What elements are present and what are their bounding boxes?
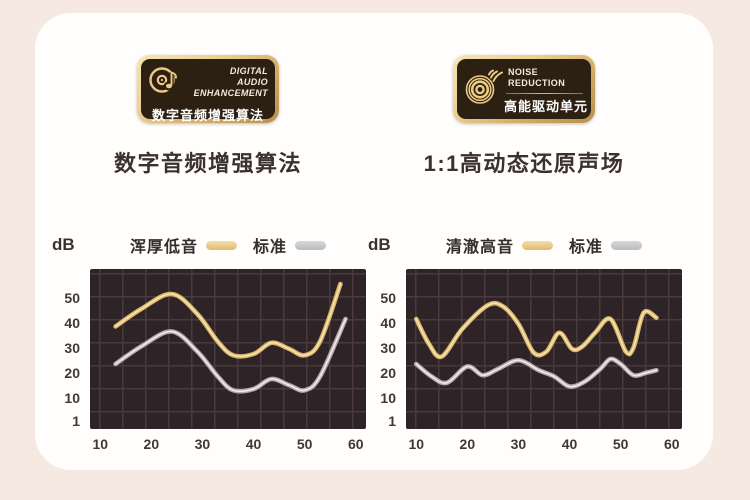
y-tick-label: 50 [64,290,80,306]
legend-label: 标准 [569,239,604,256]
noise-reduction-badge-top: NOISE REDUCTION [464,63,584,92]
series-line-gold [114,283,342,358]
left-column: DIGITAL AUDIO ENHANCEMENT 数字音频增强算法 数字音频增… [50,55,366,453]
legend-item: 清澈高音 [446,233,553,257]
legend-items: 清澈高音 标准 [406,233,682,257]
legend-item: 标准 [569,233,643,257]
legend-swatch [295,240,327,250]
content-card: DIGITAL AUDIO ENHANCEMENT 数字音频增强算法 数字音频增… [35,13,713,470]
y-tick-label: 10 [64,390,80,406]
badge-en-line: DIGITAL [229,66,268,77]
noise-reduction-badge-inner: NOISE REDUCTION 高能驱动单元 [457,59,591,119]
x-tick-label: 10 [408,436,425,452]
badge-en-line: NOISE [508,66,539,77]
series-line-gold [413,300,659,360]
disc-music-note-icon [148,63,182,102]
x-tick-label: 20 [143,436,160,452]
series-line-gold [415,302,658,358]
legend-item: 标准 [253,233,327,257]
bass-chart-canvas [113,281,348,394]
y-axis-ticks: 50 40 30 20 10 1 [50,269,90,429]
badge-en-line: REDUCTION [508,77,566,88]
left-heading: 数字音频增强算法 [113,151,302,176]
bass-chart-plot-area [90,269,366,429]
y-axis-ticks: 50 40 30 20 10 1 [366,269,406,429]
y-tick-label: 50 [380,290,396,306]
x-axis-ticks: 10 20 30 40 50 60 [406,429,682,453]
x-tick-label: 10 [92,436,109,452]
treble-chart-plot-area [406,269,682,429]
legend-item: 浑厚低音 [130,233,237,257]
right-heading: 1:1高动态还原声场 [423,151,625,176]
columns: DIGITAL AUDIO ENHANCEMENT 数字音频增强算法 数字音频增… [35,13,713,453]
noise-reduction-badge-cn: 高能驱动单元 [504,99,589,114]
x-axis-ticks: 10 20 30 40 50 60 [90,429,366,453]
y-tick-label: 20 [64,365,80,381]
speaker-waves-icon [463,65,505,114]
x-tick-label: 60 [663,436,680,452]
badge-en-line: AUDIO [237,77,268,88]
x-tick-label: 20 [459,436,476,452]
series-line-gray [415,358,658,388]
digital-audio-badge-inner: DIGITAL AUDIO ENHANCEMENT 数字音频增强算法 [141,59,275,123]
series-line-gold [113,281,343,359]
y-tick-label: 1 [388,412,396,429]
bass-chart-plot-wrap: 50 40 30 20 10 1 10 20 30 40 50 60 [50,269,366,453]
x-tick-label: 40 [245,436,262,452]
legend-items: 浑厚低音 标准 [90,233,366,257]
y-tick-label: 1 [72,412,80,429]
series-line-gray [114,318,347,393]
legend-swatch [206,240,237,250]
x-tick-label: 30 [510,436,527,452]
right-column: NOISE REDUCTION 高能驱动单元 1:1高动态还原声场 dB 清澈高… [366,55,682,453]
badge-en-line: ENHANCEMENT [193,87,268,98]
digital-audio-badge: DIGITAL AUDIO ENHANCEMENT 数字音频增强算法 [137,55,279,123]
treble-chart-plot-wrap: 50 40 30 20 10 1 10 20 30 40 50 60 [366,269,682,453]
y-tick-label: 40 [64,315,80,331]
legend-label: 浑厚低音 [129,239,198,256]
digital-audio-badge-cn: 数字音频增强算法 [151,108,264,123]
legend-label: 标准 [253,239,288,256]
noise-reduction-badge-text: NOISE REDUCTION [464,67,584,89]
y-tick-label: 30 [64,340,80,356]
y-tick-label: 40 [380,315,396,331]
badge-divider [506,93,583,94]
y-tick-label: 30 [380,340,396,356]
x-tick-label: 30 [194,436,211,452]
digital-audio-badge-text: DIGITAL AUDIO ENHANCEMENT [182,66,268,98]
x-tick-label: 50 [612,436,629,452]
bass-chart-legend-row: dB 浑厚低音 标准 [50,233,366,257]
y-tick-label: 20 [380,365,396,381]
y-tick-label: 10 [380,390,396,406]
legend-swatch [522,240,553,250]
y-axis-unit: dB [52,235,75,254]
legend-swatch [611,240,643,250]
noise-reduction-badge: NOISE REDUCTION 高能驱动单元 [453,55,595,123]
bass-chart: dB 浑厚低音 标准 50 40 30 20 10 1 10 20 30 40 50 60 [50,233,366,453]
treble-chart-canvas [413,300,659,389]
x-tick-label: 40 [561,436,578,452]
x-tick-label: 60 [347,436,364,452]
treble-chart-legend-row: dB 清澈高音 标准 [366,233,682,257]
x-tick-label: 50 [296,436,313,452]
y-axis-unit: dB [368,235,391,254]
treble-chart: dB 清澈高音 标准 50 40 30 20 10 1 10 20 30 40 50 60 [366,233,682,453]
digital-audio-badge-top: DIGITAL AUDIO ENHANCEMENT [148,63,268,102]
legend-label: 清澈高音 [445,239,514,256]
